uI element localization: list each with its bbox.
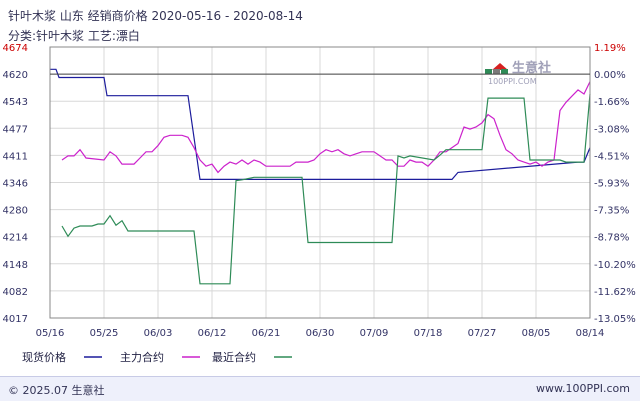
y-left-tick-label: 4674 — [3, 43, 28, 54]
watermark-text: 生意社 — [512, 60, 551, 76]
y-right-tick-label: -1.66% — [594, 97, 629, 108]
watermark: 生意社 100PPI.COM — [485, 60, 551, 86]
x-tick-label: 06/12 — [198, 328, 227, 339]
y-right-tick-label: -3.08% — [594, 124, 629, 135]
x-tick-label: 06/03 — [144, 328, 173, 339]
y-left-tick-label: 4477 — [3, 124, 28, 135]
legend-label-1: 现货价格 — [22, 350, 66, 364]
legend-label-3: 最近合约 — [212, 350, 256, 364]
y-right-tick-label: -13.05% — [594, 314, 636, 325]
legend: 现货价格 主力合约 最近合约 — [22, 350, 292, 364]
chart-svg: 生意社 100PPI.COM 4674 1.19% 4620 0.00% 4543 -1.… — [3, 43, 636, 364]
y-right-tick-label: -7.35% — [594, 206, 629, 217]
y-left-tick-label: 4082 — [3, 287, 28, 298]
watermark-logo-icon — [485, 63, 508, 74]
y-right-tick-label: 0.00% — [594, 70, 626, 81]
y-left-tick-label: 4346 — [3, 179, 28, 190]
watermark-sub: 100PPI.COM — [488, 77, 537, 86]
x-tick-label: 06/21 — [252, 328, 281, 339]
x-tick-label: 08/14 — [576, 328, 605, 339]
x-tick-label: 08/05 — [522, 328, 551, 339]
series-line-3 — [61, 93, 591, 285]
y-left-tick-label: 4280 — [3, 206, 28, 217]
x-tick-label: 07/18 — [414, 328, 443, 339]
y-left-tick-label: 4620 — [3, 70, 28, 81]
chart-title: 针叶木浆 山东 经销商价格 2020-05-16 - 2020-08-14 — [8, 9, 303, 23]
y-right-tick-label: 1.19% — [594, 43, 626, 54]
y-left-tick-label: 4017 — [3, 314, 28, 325]
y-left-tick-label: 4543 — [3, 97, 28, 108]
x-tick-label: 07/09 — [360, 328, 389, 339]
plot-frame — [49, 46, 591, 319]
y-right-tick-label: -11.62% — [594, 287, 636, 298]
y-left-tick-label: 4411 — [3, 151, 28, 162]
series-layer — [50, 68, 591, 285]
x-tick-label: 06/30 — [306, 328, 335, 339]
series-line-2 — [61, 81, 591, 174]
x-tick-label: 07/27 — [468, 328, 497, 339]
footer-copyright: © 2025.07 生意社 — [8, 384, 105, 397]
y-right-tick-label: -8.78% — [594, 233, 629, 244]
legend-label-2: 主力合约 — [120, 350, 164, 364]
chart-subtitle: 分类:针叶木浆 工艺:漂白 — [8, 29, 140, 43]
footer-site-link[interactable]: www.100PPI.com — [536, 382, 630, 395]
x-tick-label: 05/25 — [90, 328, 119, 339]
y-right-tick-label: -10.20% — [594, 260, 636, 271]
footer-bar: © 2025.07 生意社 www.100PPI.com — [0, 376, 640, 401]
y-right-tick-label: -4.51% — [594, 151, 629, 162]
y-right-tick-label: -5.93% — [594, 179, 629, 190]
x-tick-label: 05/16 — [36, 328, 65, 339]
y-left-tick-label: 4214 — [3, 233, 28, 244]
axis-layer: 4674 1.19% 4620 0.00% 4543 -1.66% 4477 -3.08% 44… — [3, 43, 636, 339]
y-left-tick-label: 4148 — [3, 260, 28, 271]
grid-layer — [49, 46, 591, 319]
